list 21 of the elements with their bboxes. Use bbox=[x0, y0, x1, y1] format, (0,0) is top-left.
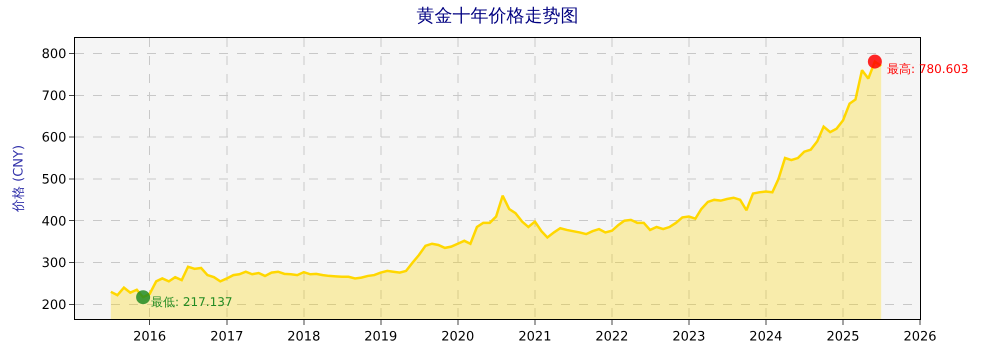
y-tick-label: 800 bbox=[42, 47, 66, 62]
annotation: 最低: 217.137 bbox=[151, 295, 232, 309]
x-tick-label: 2022 bbox=[595, 330, 628, 345]
x-tick-label: 2017 bbox=[210, 330, 244, 345]
x-tick-label: 2019 bbox=[364, 330, 398, 345]
x-tick-label: 2025 bbox=[826, 330, 860, 345]
chart-title: 黄金十年价格走势图 bbox=[416, 6, 578, 27]
y-tick-label: 700 bbox=[42, 88, 66, 104]
x-tick-label: 2024 bbox=[749, 330, 782, 345]
y-tick-label: 500 bbox=[42, 172, 66, 188]
x-tick-label: 2018 bbox=[287, 330, 320, 345]
y-axis-title: 价格 (CNY) bbox=[12, 144, 27, 214]
x-tick-label: 2016 bbox=[133, 330, 166, 345]
x-tick-label: 2026 bbox=[903, 330, 937, 345]
y-tick-label: 600 bbox=[42, 130, 66, 146]
y-tick-label: 200 bbox=[42, 298, 66, 313]
x-tick-label: 2023 bbox=[672, 330, 706, 345]
y-tick-label: 400 bbox=[42, 214, 66, 230]
x-tick-label: 2020 bbox=[441, 330, 474, 345]
x-tick-label: 2021 bbox=[518, 330, 552, 345]
y-tick-label: 300 bbox=[42, 256, 66, 272]
